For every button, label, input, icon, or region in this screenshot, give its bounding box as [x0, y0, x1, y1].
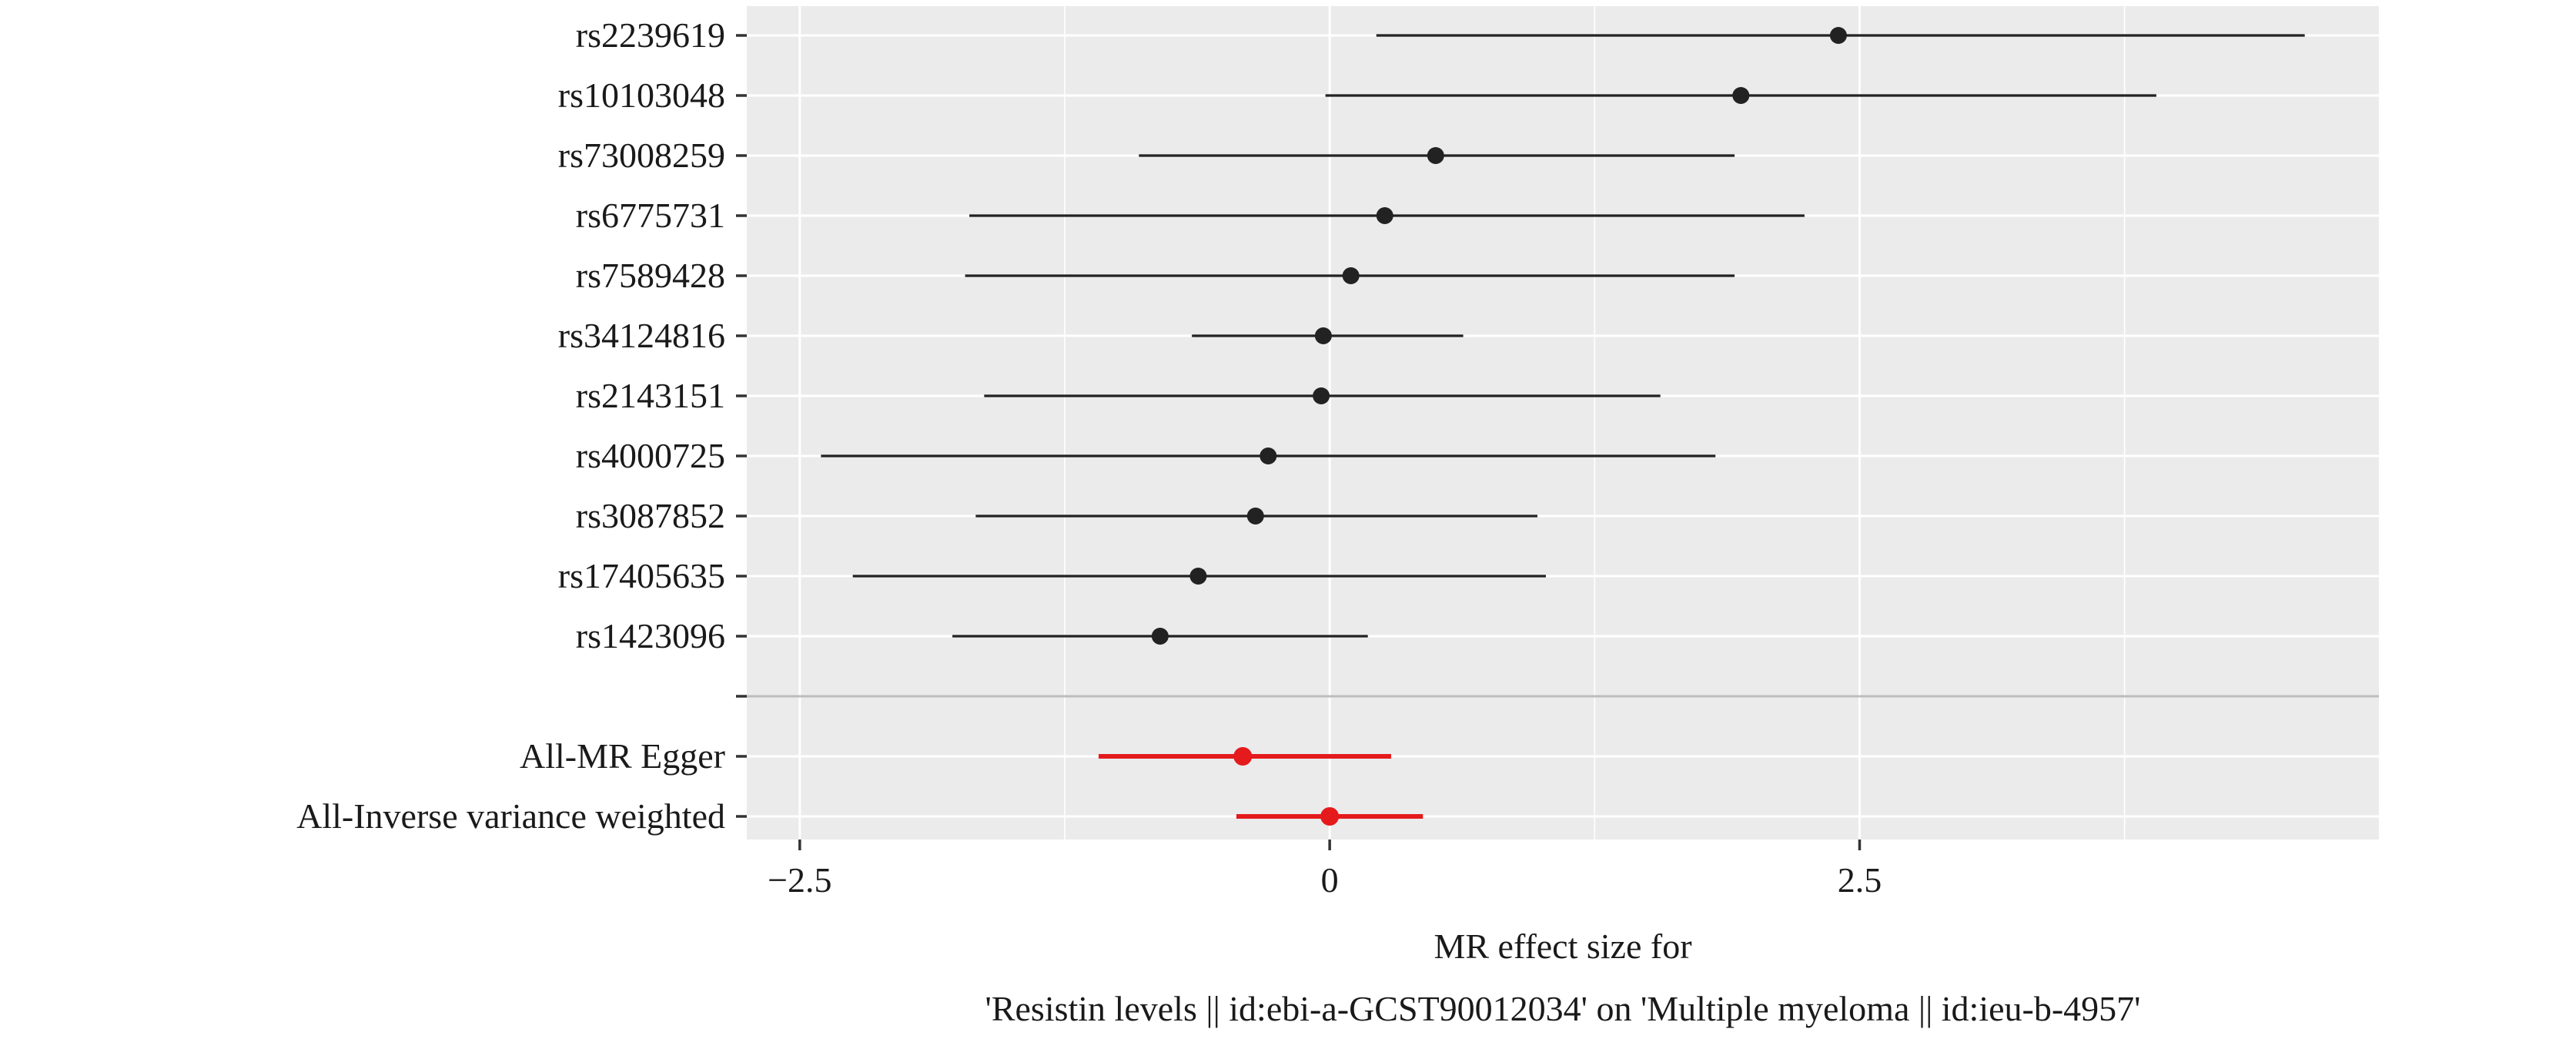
row-label: rs6775731	[576, 196, 725, 235]
x-tick-label: −2.5	[768, 860, 831, 900]
row-label: rs2239619	[576, 15, 725, 55]
row-label: All-MR Egger	[520, 736, 725, 776]
row-label: rs7589428	[576, 256, 725, 295]
row-label: rs2143151	[576, 376, 725, 415]
row-label: rs1423096	[576, 616, 725, 655]
snp-point	[1732, 87, 1750, 104]
row-label: rs10103048	[558, 75, 725, 115]
snp-point	[1342, 267, 1360, 284]
axes: −2.5 0 2.5	[736, 34, 1882, 900]
summary-point	[1233, 747, 1253, 766]
snp-point	[1246, 508, 1264, 525]
snp-point	[1427, 147, 1444, 164]
row-label: rs3087852	[576, 496, 725, 535]
rows: rs2239619 rs10103048 rs73008259 rs6775731 rs…	[296, 15, 2305, 836]
row-label: rs34124816	[558, 316, 725, 355]
snp-point	[1376, 207, 1393, 224]
row-label: rs4000725	[576, 436, 725, 475]
snp-point	[1829, 27, 1847, 44]
snp-point	[1260, 447, 1277, 464]
summary-point	[1320, 807, 1340, 826]
snp-point	[1189, 568, 1207, 585]
row-label: rs17405635	[558, 556, 725, 595]
plot-panel	[747, 6, 2379, 840]
snp-point	[1314, 327, 1332, 344]
snp-point	[1313, 387, 1330, 404]
x-tick-label: 2.5	[1838, 860, 1882, 900]
row-label: All-Inverse variance weighted	[296, 796, 725, 836]
x-axis-title-line2: 'Resistin levels || id:ebi-a-GCST9001203…	[985, 989, 2141, 1028]
row-label: rs73008259	[558, 136, 725, 175]
x-axis-title-line1: MR effect size for	[1434, 927, 1691, 966]
snp-point	[1151, 628, 1169, 645]
x-tick-label: 0	[1321, 860, 1339, 900]
